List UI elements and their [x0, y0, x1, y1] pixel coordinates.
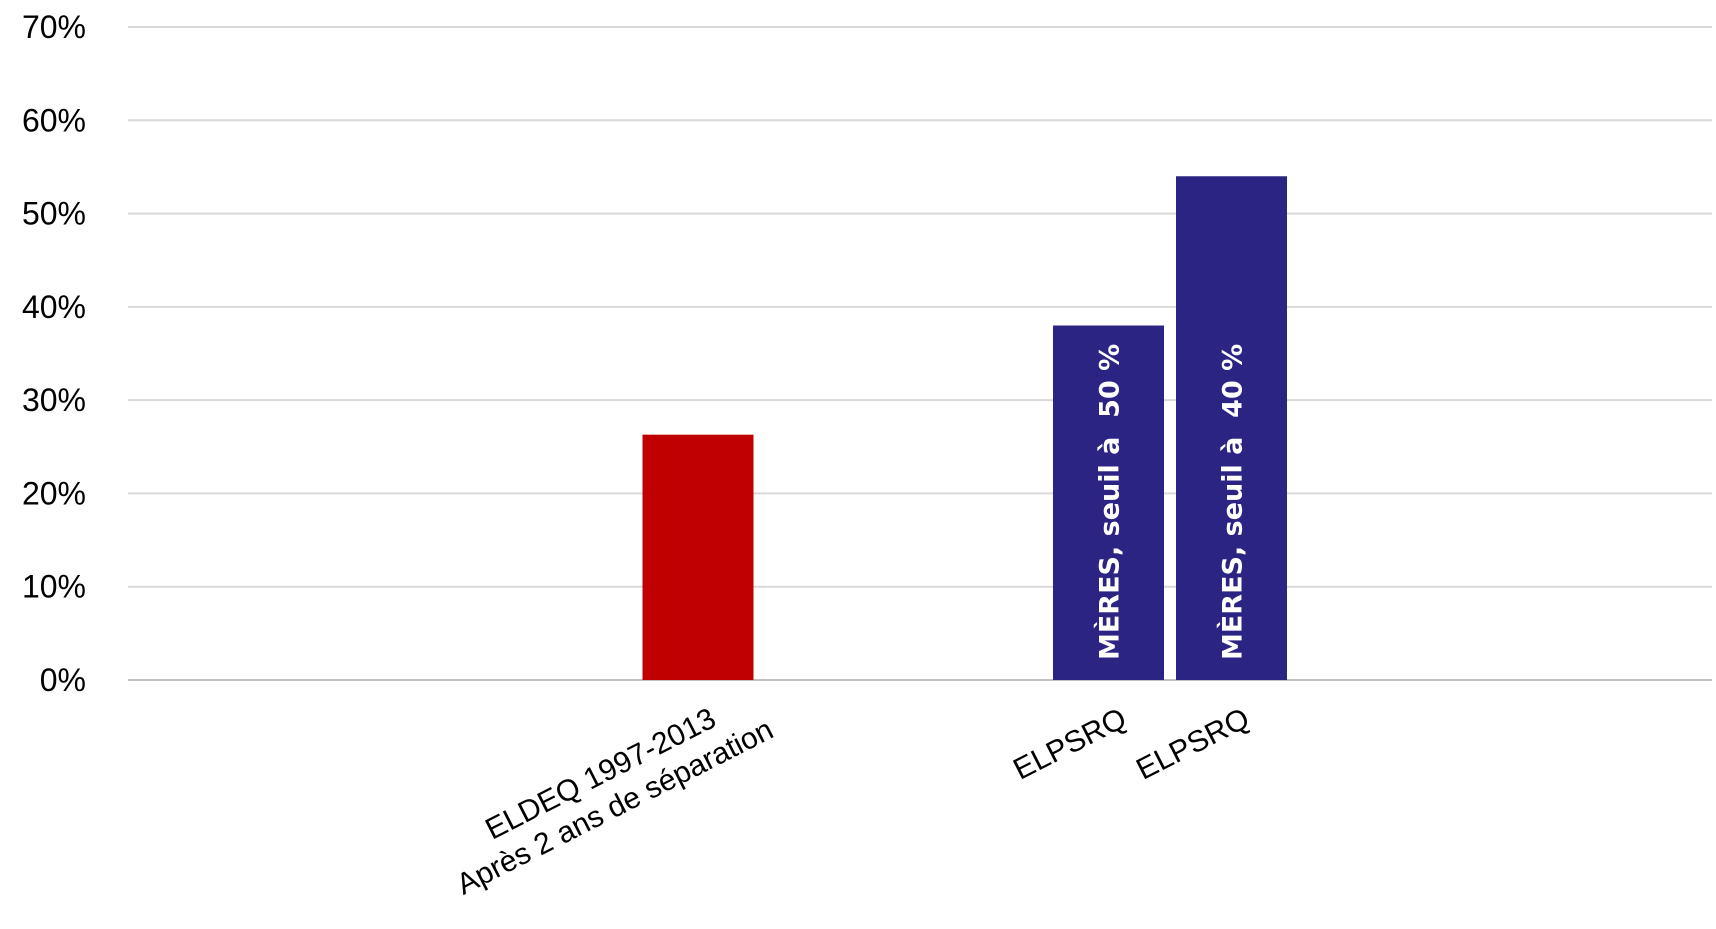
bar-inner-label: MÈRES, seuil à 50 % [1094, 344, 1126, 660]
bars [642, 176, 1287, 680]
category-label: ELPSRQ [1008, 702, 1131, 787]
y-tick-label: 0% [40, 662, 86, 698]
bar [1053, 325, 1164, 680]
y-tick-label: 30% [22, 382, 86, 418]
y-tick-label: 20% [22, 475, 86, 511]
y-tick-label: 40% [22, 289, 86, 325]
bar [642, 434, 754, 680]
gridlines [128, 26, 1712, 681]
y-tick-label: 60% [22, 102, 86, 138]
category-label-group: ELPSRQ [1131, 702, 1254, 787]
category-label: ELPSRQ [1131, 702, 1254, 787]
y-tick-label: 10% [22, 569, 86, 605]
bar-inner-labels: MÈRES, seuil à 50 % MÈRES, seuil à 40 % [1094, 344, 1249, 660]
y-axis-tick-labels: 0% 10% 20% 30% 40% 50% 60% 70% [22, 9, 86, 698]
bar-inner-label: MÈRES, seuil à 40 % [1217, 344, 1249, 660]
bar [1176, 176, 1287, 680]
y-tick-label: 70% [22, 9, 86, 45]
category-label-group: ELPSRQ [1008, 702, 1131, 787]
y-tick-label: 50% [22, 196, 86, 232]
